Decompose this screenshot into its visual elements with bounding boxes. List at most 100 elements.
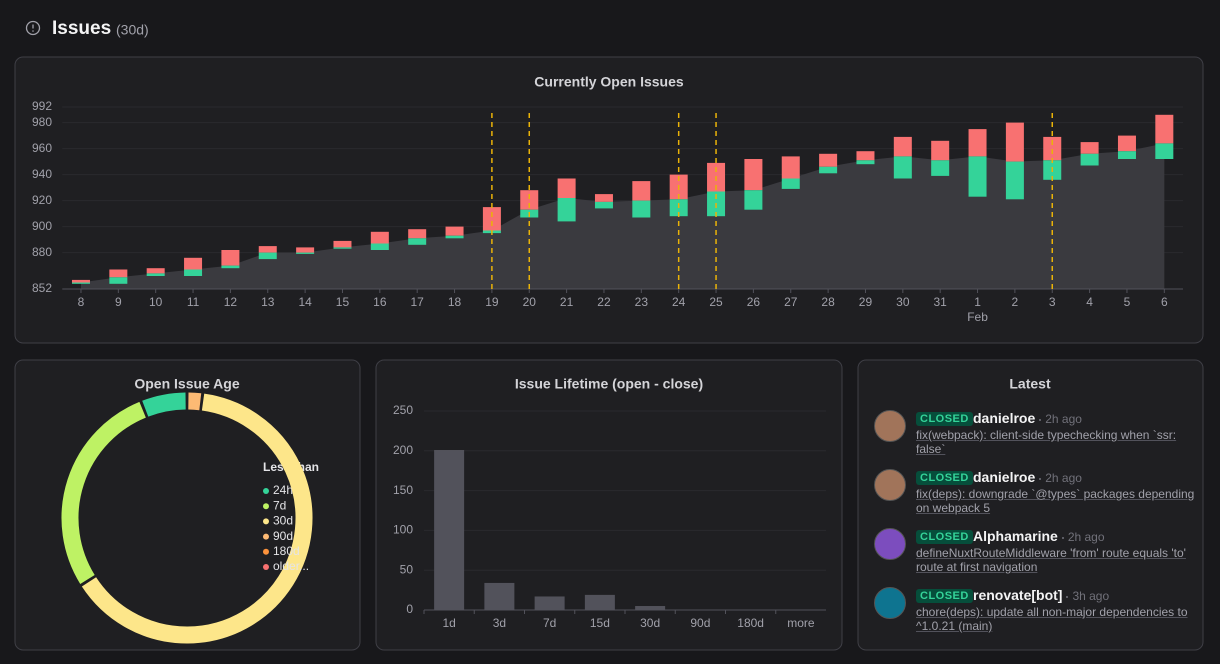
author[interactable]: Alphamarine 2h ago — [973, 528, 1105, 544]
issues-icon-dot — [32, 30, 34, 32]
x-tick-label: 28 — [821, 295, 835, 309]
bar — [484, 582, 515, 610]
closed-bar — [856, 160, 875, 165]
avatar — [874, 410, 906, 442]
x-tick-label: 11 — [187, 295, 200, 309]
x-tick-label: 22 — [597, 295, 611, 309]
closed-bar — [333, 247, 352, 249]
separator — [1061, 536, 1064, 539]
status-badge: CLOSED — [916, 589, 973, 603]
issue-title[interactable]: chore(deps): update all non-major depend… — [916, 605, 1188, 633]
y-tick-label: 940 — [32, 167, 52, 181]
y-tick-label: 920 — [32, 193, 52, 207]
y-tick-label: 200 — [393, 443, 413, 457]
opened-bar — [146, 268, 165, 274]
x-tick-label: 26 — [747, 295, 761, 309]
donut-segment — [142, 392, 186, 417]
chart-title: Open Issue Age — [134, 376, 240, 392]
x-tick-label: 3d — [493, 616, 506, 630]
x-tick-label: 18 — [448, 295, 462, 309]
opened-bar — [482, 207, 501, 231]
closed-bar — [221, 265, 240, 269]
x-tick-label: 2 — [1012, 295, 1019, 309]
opened-bar — [258, 246, 277, 253]
closed-bar — [1005, 161, 1024, 200]
x-tick-label: 9 — [115, 295, 122, 309]
x-tick-label: 5 — [1124, 295, 1131, 309]
y-tick-label: 250 — [393, 403, 413, 417]
closed-bar — [1155, 143, 1174, 159]
donut-segment — [81, 393, 313, 644]
issue-title[interactable]: defineNuxtRouteMiddleware 'from' route e… — [916, 546, 1186, 574]
opened-bar — [1043, 136, 1062, 161]
bar — [534, 596, 565, 610]
x-tick-label: 15 — [336, 295, 350, 309]
legend-label: older... — [273, 559, 309, 573]
legend-swatch — [263, 533, 269, 540]
closed-bar — [931, 160, 950, 176]
closed-bar — [71, 282, 90, 284]
opened-bar — [856, 151, 875, 161]
latest-item: CLOSED danielroe 2h ago fix(webpack): clien… — [872, 410, 1192, 466]
opened-bar — [1005, 122, 1024, 162]
opened-bar — [594, 194, 613, 202]
avatar — [874, 587, 906, 619]
time-text: 2h ago — [1045, 412, 1082, 426]
legend-swatch — [263, 503, 269, 510]
author[interactable]: renovate[bot] 3h ago — [973, 587, 1109, 603]
latest-list: CLOSED danielroe 2h ago fix(webpack): clien… — [858, 360, 1203, 650]
opened-bar — [370, 231, 389, 244]
x-tick-label: 16 — [373, 295, 387, 309]
latest-item: CLOSED danielroe 2h ago fix(deps): downgrad… — [872, 469, 1194, 525]
opened-bar — [71, 279, 90, 283]
legend-swatch — [263, 518, 269, 525]
panel — [857, 359, 1204, 651]
x-tick-label: 4 — [1086, 295, 1093, 309]
opened-bar — [445, 226, 464, 236]
issue-title[interactable]: fix(deps): downgrade `@types` packages d… — [916, 487, 1195, 515]
x-sub-label: Feb — [967, 310, 988, 324]
author[interactable]: danielroe 2h ago — [973, 469, 1082, 485]
opened-bar — [109, 269, 128, 278]
y-tick-label: 900 — [32, 219, 52, 233]
bar — [584, 594, 615, 610]
closed-bar — [781, 178, 800, 189]
y-tick-label: 852 — [32, 281, 52, 295]
x-tick-label: 3 — [1049, 295, 1056, 309]
legend-swatch — [263, 548, 269, 555]
legend-label: 7d — [273, 498, 286, 512]
closed-bar — [146, 273, 165, 276]
x-tick-label: 1 — [974, 295, 981, 309]
opened-bar — [819, 153, 838, 167]
issue-title[interactable]: fix(webpack): client-side typechecking w… — [916, 428, 1177, 456]
opened-bar — [781, 156, 800, 179]
y-tick-label: 992 — [32, 99, 52, 113]
opened-bar — [931, 140, 950, 161]
opened-bar — [520, 190, 539, 210]
opened-bar — [221, 250, 240, 266]
opened-bar — [893, 136, 912, 157]
closed-bar — [557, 198, 576, 222]
chart-title: Latest — [1009, 376, 1051, 392]
x-tick-label: 24 — [672, 295, 686, 309]
x-tick-label: 31 — [934, 295, 948, 309]
author-name: danielroe — [973, 410, 1036, 426]
author-name: Alphamarine — [973, 528, 1058, 544]
closed-bar — [258, 252, 277, 260]
closed-bar — [744, 190, 763, 210]
x-tick-label: 13 — [261, 295, 275, 309]
latest-item: CLOSED renovate[bot] 3h ago chore(deps): up… — [872, 587, 1192, 643]
author-name: renovate[bot] — [973, 587, 1063, 603]
author[interactable]: danielroe 2h ago — [973, 410, 1082, 426]
y-tick-label: 880 — [32, 245, 52, 259]
x-tick-label: 6 — [1161, 295, 1168, 309]
y-tick-label: 150 — [393, 483, 413, 497]
issues-icon — [25, 20, 41, 36]
panel — [375, 359, 843, 651]
time-text: 2h ago — [1045, 471, 1082, 485]
x-tick-label: 29 — [859, 295, 873, 309]
x-tick-label: 1d — [442, 616, 455, 630]
legend-swatch — [263, 564, 269, 570]
